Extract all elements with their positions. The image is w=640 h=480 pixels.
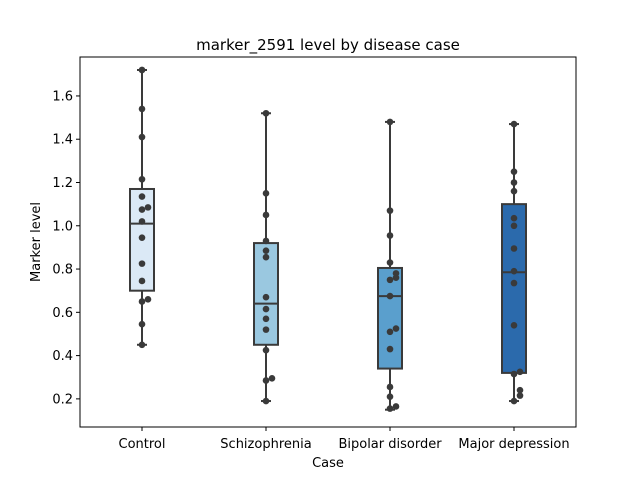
data-point [386,405,394,412]
data-point [138,277,146,285]
data-point [138,341,146,349]
data-point [510,245,518,252]
data-point [510,222,518,230]
data-point [510,187,518,195]
y-tick-label: 0.6 [52,306,73,321]
data-point [510,279,518,287]
x-axis-title: Case [312,456,344,471]
y-tick-label: 0.2 [52,392,73,407]
data-point [262,237,270,245]
data-point [262,190,270,197]
x-tick-label: Bipolar disorder [338,437,442,452]
data-point [516,368,524,376]
data-point [386,328,394,336]
y-tick-label: 1.2 [52,176,73,191]
box-major-depression [501,123,527,403]
data-point [138,206,146,213]
data-point [138,193,146,200]
data-point [392,325,400,332]
data-point [510,370,518,378]
data-point [138,320,146,328]
data-point [516,392,524,399]
data-point [262,346,270,354]
y-tick-label: 0.8 [52,263,73,278]
data-point [510,214,518,222]
data-point [510,267,518,275]
data-point [262,293,270,301]
data-point [268,375,276,382]
box-series [129,68,527,411]
data-point [262,247,270,254]
data-point [386,259,394,266]
y-tick-label: 0.4 [52,349,73,364]
data-point [144,204,152,211]
data-point [144,296,152,303]
data-point [510,120,518,128]
data-point [386,292,394,300]
box-iqr [501,203,527,374]
data-point [510,168,518,175]
data-point [262,109,270,117]
y-axis-title: Marker level [29,202,44,282]
x-axis: Control Schizophrenia Bipolar disorder Majo… [119,427,570,452]
data-point [138,66,146,74]
data-point [386,276,394,284]
points-series [138,66,524,412]
data-point [510,397,518,405]
data-point [392,270,400,277]
data-point [386,232,394,239]
x-tick-label: Major depression [458,437,569,452]
data-point [386,118,394,126]
y-axis: 0.2 0.4 0.6 0.8 1.0 1.2 1.4 1.6 [52,89,80,407]
data-point [386,393,394,401]
data-point [138,234,146,241]
data-point [392,403,400,410]
data-point [138,105,146,113]
data-point [262,211,270,219]
data-point [138,175,146,183]
plot-area [79,56,577,428]
data-point [262,305,270,313]
y-tick-label: 1.4 [52,133,73,148]
data-point [138,260,146,267]
data-point [386,345,394,353]
x-tick-label: Control [119,437,166,452]
data-point [510,179,518,186]
data-point [386,383,394,391]
data-point [262,397,270,405]
data-point [262,377,270,384]
data-point [138,133,146,141]
data-point [138,298,146,305]
data-point [386,207,394,214]
y-tick-label: 1.6 [52,89,73,104]
data-point [138,218,146,225]
data-point [262,315,270,323]
y-tick-label: 1.0 [52,219,73,234]
data-point [516,386,524,394]
data-point [510,322,518,329]
x-tick-label: Schizophrenia [220,437,311,452]
data-point [262,326,270,333]
chart-title: marker_2591 level by disease case [196,36,460,55]
data-point [262,253,270,261]
